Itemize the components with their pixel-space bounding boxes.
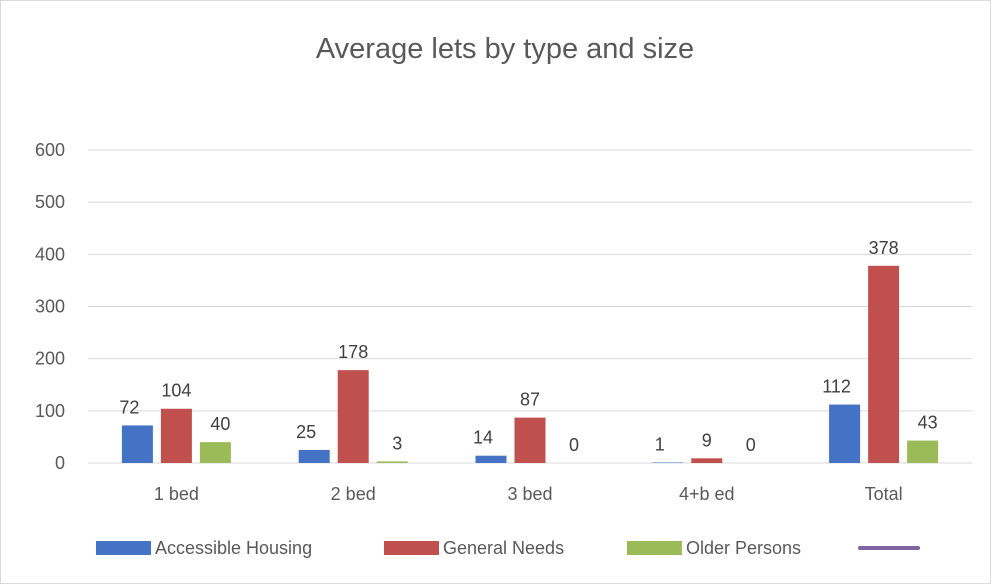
data-label: 104 xyxy=(161,381,191,401)
bar xyxy=(652,462,684,463)
legend-label: General Needs xyxy=(443,538,564,558)
x-axis-categories: 1 bed 2 bed 3 bed 4+b ed Total xyxy=(154,484,903,504)
data-label: 9 xyxy=(702,430,712,450)
data-label: 178 xyxy=(338,342,368,362)
data-label: 14 xyxy=(473,428,493,448)
bar xyxy=(691,458,723,463)
y-tick-label: 200 xyxy=(35,349,65,369)
data-label: 40 xyxy=(210,414,230,434)
y-tick-label: 600 xyxy=(35,140,65,160)
y-tick-label: 0 xyxy=(55,453,65,473)
x-category-label: 2 bed xyxy=(331,484,376,504)
data-label: 87 xyxy=(520,390,540,410)
y-tick-label: 100 xyxy=(35,401,65,421)
y-tick-label: 400 xyxy=(35,244,65,264)
gridlines xyxy=(88,149,972,464)
bars xyxy=(121,265,939,463)
data-label: 3 xyxy=(392,433,402,453)
data-label: 378 xyxy=(869,238,899,258)
data-label: 0 xyxy=(569,435,579,455)
bar xyxy=(868,265,900,463)
bar xyxy=(907,440,939,463)
legend-swatch xyxy=(384,541,439,555)
bar xyxy=(475,455,507,463)
bar xyxy=(829,404,861,463)
y-tick-label: 500 xyxy=(35,192,65,212)
data-label: 72 xyxy=(119,397,139,417)
data-labels: 72 104 40 25 178 3 14 87 0 1 9 0 112 378 43 xyxy=(119,238,937,455)
bar xyxy=(337,370,369,463)
data-label: 0 xyxy=(746,435,756,455)
legend-swatch xyxy=(96,541,151,555)
data-label: 43 xyxy=(918,413,938,433)
data-label: 1 xyxy=(655,434,665,454)
bar xyxy=(298,449,330,463)
bar xyxy=(199,442,231,463)
bar xyxy=(121,425,153,463)
x-category-label: Total xyxy=(865,484,903,504)
bar xyxy=(160,408,192,463)
legend-swatch xyxy=(627,541,682,555)
legend-label: Accessible Housing xyxy=(155,538,312,558)
data-label: 112 xyxy=(822,377,851,397)
legend: Accessible Housing General Needs Older Per… xyxy=(96,538,920,558)
y-tick-label: 300 xyxy=(35,297,65,317)
x-category-label: 1 bed xyxy=(154,484,199,504)
x-category-label: 4+b ed xyxy=(679,484,735,504)
x-category-label: 3 bed xyxy=(507,484,552,504)
chart-title: Average lets by type and size xyxy=(316,33,694,65)
legend-label: Older Persons xyxy=(686,538,801,558)
data-label: 25 xyxy=(296,422,316,442)
bar xyxy=(514,417,546,463)
bar xyxy=(376,461,408,463)
y-axis-ticks: 0 100 200 300 400 500 600 xyxy=(35,140,65,473)
